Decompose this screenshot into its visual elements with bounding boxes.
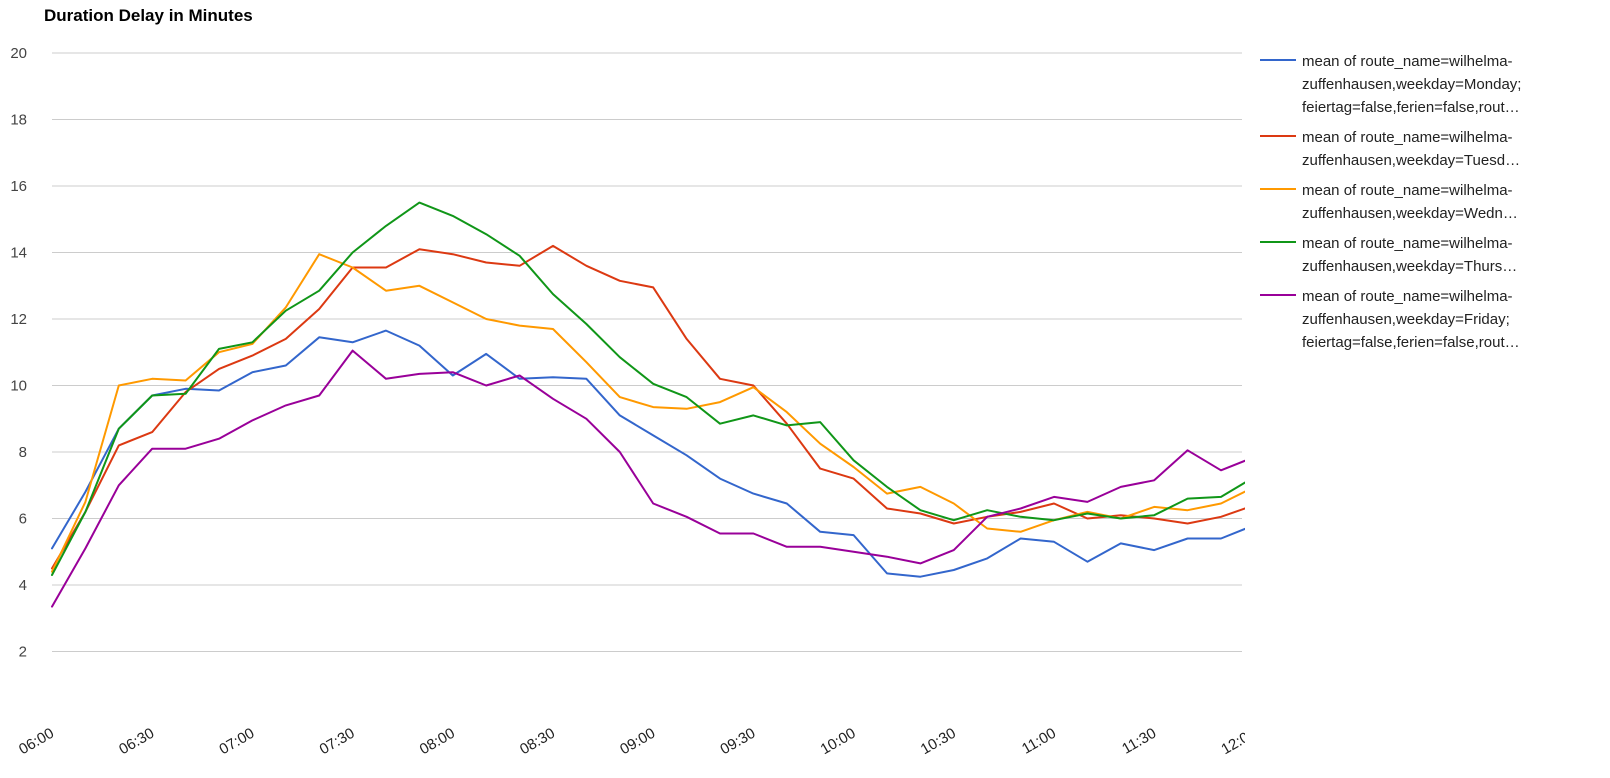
- y-tick-label: 2: [19, 644, 27, 661]
- x-tick-label: 08:30: [517, 725, 558, 758]
- legend-swatch: [1260, 135, 1296, 137]
- legend-label: zuffenhausen,weekday=Tuesd…: [1302, 152, 1521, 169]
- x-tick-label: 06:00: [16, 725, 57, 758]
- x-tick-label: 11:30: [1119, 725, 1159, 758]
- y-tick-label: 10: [10, 378, 27, 395]
- series-line-2[interactable]: [51, 228, 1245, 698]
- legend-label: zuffenhausen,weekday=Thurs…: [1302, 258, 1518, 275]
- x-tick-label: 09:30: [717, 725, 758, 758]
- legend-label: mean of route_name=wilhelma-: [1302, 235, 1513, 252]
- x-tick-label: 10:30: [918, 725, 959, 758]
- y-tick-label: 14: [10, 245, 27, 262]
- legend-label: zuffenhausen,weekday=Friday;: [1302, 311, 1510, 328]
- x-axis-ticks: 06:00 06:30 07:00 07:30 08:00 08:30 09:00 09:30…: [16, 725, 1245, 758]
- series-line-5[interactable]: [51, 218, 1245, 663]
- y-tick-label: 18: [10, 112, 27, 129]
- legend-label: mean of route_name=wilhelma-: [1302, 182, 1513, 199]
- x-tick-label: 11:00: [1019, 725, 1059, 758]
- x-tick-label: 10:00: [818, 725, 859, 758]
- x-tick-label: 07:00: [216, 725, 257, 758]
- series-line-1[interactable]: [51, 329, 1245, 698]
- series-lines: [51, 75, 1245, 698]
- legend-label: feiertag=false,ferien=false,rout…: [1302, 334, 1520, 351]
- x-tick-label: 07:30: [317, 725, 358, 758]
- legend-label: zuffenhausen,weekday=Monday;: [1302, 76, 1522, 93]
- legend-label: mean of route_name=wilhelma-: [1302, 288, 1513, 305]
- legend-item[interactable]: mean of route_name=wilhelma-zuffenhausen…: [1258, 179, 1608, 225]
- y-tick-label: 16: [10, 178, 27, 195]
- legend-item[interactable]: mean of route_name=wilhelma-zuffenhausen…: [1258, 285, 1608, 354]
- y-tick-label: 8: [19, 444, 27, 461]
- legend-item[interactable]: mean of route_name=wilhelma-zuffenhausen…: [1258, 126, 1608, 172]
- legend-swatch: [1260, 241, 1296, 243]
- series-line-3[interactable]: [51, 191, 1245, 695]
- chart-plot-area: 2 4 6 8 10 12 14 16 18 20 06:00 06:30 07:00 07:30 08:…: [10, 45, 1245, 758]
- y-tick-label: 12: [10, 311, 27, 328]
- legend-item[interactable]: mean of route_name=wilhelma-zuffenhausen…: [1258, 232, 1608, 278]
- series-line-4[interactable]: [51, 75, 1245, 687]
- y-tick-label: 20: [10, 45, 27, 62]
- gridlines: [52, 52, 1242, 652]
- x-tick-label: 12:00: [1218, 725, 1245, 758]
- y-tick-label: 4: [19, 577, 27, 594]
- chart-title: Duration Delay in Minutes: [44, 6, 253, 25]
- legend-label: mean of route_name=wilhelma-: [1302, 129, 1513, 146]
- legend-label: mean of route_name=wilhelma-: [1302, 53, 1513, 70]
- y-tick-label: 6: [19, 511, 27, 528]
- legend-swatch: [1260, 294, 1296, 296]
- legend-label: feiertag=false,ferien=false,rout…: [1302, 99, 1520, 116]
- x-tick-label: 09:00: [617, 725, 658, 758]
- legend-swatch: [1260, 188, 1296, 190]
- legend-swatch: [1260, 59, 1296, 61]
- y-axis-ticks: 2 4 6 8 10 12 14 16 18 20: [10, 45, 27, 661]
- x-tick-label: 06:30: [116, 725, 157, 758]
- legend-label: zuffenhausen,weekday=Wedn…: [1302, 205, 1518, 222]
- legend-item[interactable]: mean of route_name=wilhelma-zuffenhausen…: [1258, 50, 1608, 119]
- x-tick-label: 08:00: [417, 725, 458, 758]
- legend: mean of route_name=wilhelma-zuffenhausen…: [1258, 50, 1608, 361]
